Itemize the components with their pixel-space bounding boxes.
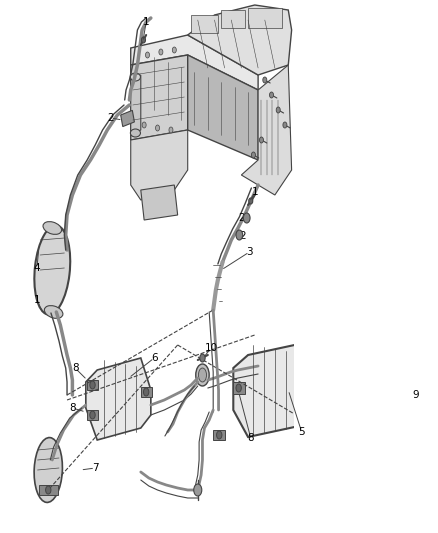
Ellipse shape (131, 129, 141, 137)
Text: 1: 1 (143, 17, 149, 27)
Ellipse shape (196, 364, 209, 386)
Polygon shape (188, 55, 258, 160)
Circle shape (90, 381, 95, 389)
Text: 10: 10 (205, 343, 218, 353)
Polygon shape (86, 358, 151, 440)
Text: 1: 1 (34, 295, 40, 305)
Circle shape (244, 213, 250, 223)
Text: 1: 1 (251, 187, 258, 197)
Ellipse shape (44, 305, 63, 318)
Circle shape (404, 365, 411, 375)
Circle shape (236, 384, 241, 392)
Text: 2: 2 (107, 113, 114, 123)
Circle shape (236, 230, 243, 240)
Ellipse shape (198, 368, 206, 382)
Text: 9: 9 (412, 390, 419, 400)
Bar (213, 430, 225, 440)
Circle shape (276, 107, 280, 113)
Circle shape (145, 52, 149, 58)
Circle shape (200, 354, 205, 362)
Circle shape (46, 486, 51, 494)
Text: 6: 6 (151, 353, 158, 363)
Text: 3: 3 (246, 247, 253, 257)
Polygon shape (131, 35, 258, 90)
Polygon shape (131, 130, 188, 200)
Bar (312, 379, 324, 391)
Circle shape (172, 47, 177, 53)
Polygon shape (188, 5, 292, 75)
Bar (87, 380, 98, 390)
Circle shape (194, 484, 202, 496)
Circle shape (144, 388, 149, 396)
Circle shape (259, 137, 264, 143)
Bar (39, 485, 58, 495)
Circle shape (141, 37, 145, 43)
Bar (87, 410, 98, 420)
Circle shape (269, 92, 273, 98)
Bar (191, 15, 218, 33)
Bar (233, 382, 245, 394)
Text: 4: 4 (34, 263, 40, 273)
Circle shape (159, 49, 163, 55)
Bar (248, 8, 282, 28)
Circle shape (169, 127, 173, 133)
Ellipse shape (43, 222, 62, 235)
Bar (121, 110, 134, 127)
Polygon shape (131, 55, 188, 140)
Bar (375, 385, 396, 395)
Ellipse shape (131, 73, 141, 81)
Circle shape (251, 152, 255, 158)
Text: 2: 2 (238, 213, 245, 223)
Circle shape (90, 411, 95, 419)
Circle shape (155, 125, 159, 131)
Bar (141, 387, 152, 397)
Circle shape (249, 198, 253, 204)
Ellipse shape (34, 225, 70, 314)
Circle shape (216, 431, 222, 439)
Text: 7: 7 (92, 463, 99, 473)
Polygon shape (233, 342, 322, 437)
Text: 2: 2 (240, 231, 246, 241)
Ellipse shape (34, 438, 63, 503)
Polygon shape (141, 185, 178, 220)
Circle shape (263, 77, 267, 83)
Circle shape (283, 122, 287, 128)
Text: 8: 8 (72, 363, 78, 373)
Text: 5: 5 (298, 427, 305, 437)
Polygon shape (131, 75, 141, 135)
Bar (221, 10, 245, 28)
Circle shape (142, 122, 146, 128)
Text: 8: 8 (247, 433, 254, 443)
Circle shape (315, 381, 321, 389)
Text: 8: 8 (69, 403, 76, 413)
Polygon shape (241, 65, 292, 195)
